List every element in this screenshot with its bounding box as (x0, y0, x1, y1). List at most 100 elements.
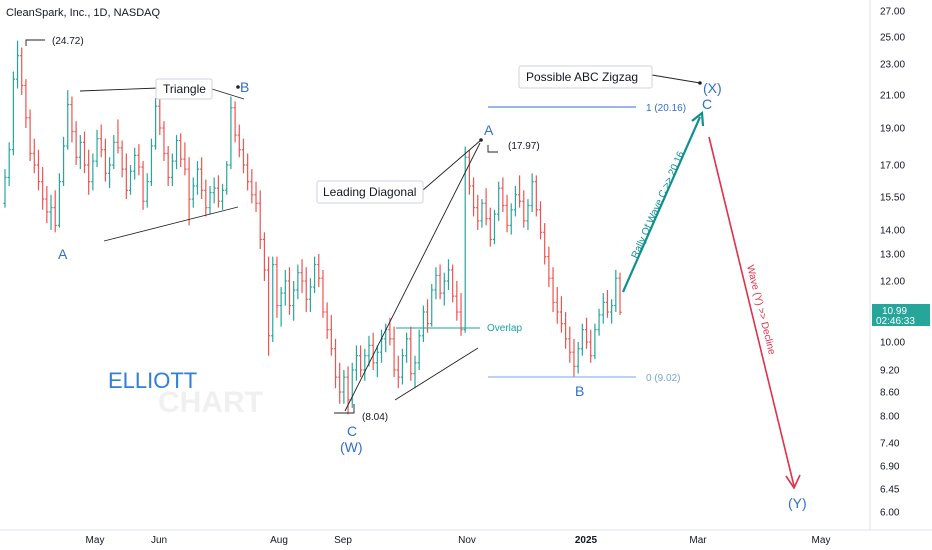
ohlc-bar (459, 293, 463, 336)
ohlc-bar (300, 259, 304, 294)
ohlc-bar (237, 124, 241, 158)
ohlc-bar (36, 149, 41, 191)
ohlc-bar (78, 135, 82, 170)
ohlc-bar (584, 317, 589, 349)
ohlc-bar (375, 345, 379, 378)
leading-diagonal-box[interactable] (316, 180, 424, 204)
ohlc-bar (534, 175, 538, 217)
ohlc-bar (61, 136, 66, 187)
ohlc-bar (564, 312, 568, 349)
leading-diagonal-pointer (422, 139, 482, 191)
ohlc-bar (32, 138, 36, 174)
rally-arrow (621, 110, 705, 293)
ohlc-bar (618, 272, 622, 315)
wave-label-x: (X) (703, 80, 722, 96)
high-price-label: (24.72) (52, 36, 84, 47)
price-tick-label: 6.90 (880, 462, 900, 473)
price-tick-label: 6.00 (880, 508, 900, 519)
ohlc-bar (271, 256, 275, 342)
price-tick-label: 17.00 (880, 161, 905, 172)
triangle-box[interactable] (155, 78, 213, 100)
ohlc-bar (15, 40, 20, 89)
decline-arrow (708, 136, 801, 490)
ohlc-bar (551, 267, 555, 312)
overlap-label: Overlap (487, 323, 522, 334)
ohlc-bar (179, 133, 183, 168)
price-tick-label: 21.00 (880, 91, 905, 102)
ohlc-bar (287, 267, 292, 315)
ohlc-bar (580, 323, 584, 356)
ohlc-bar (41, 167, 45, 210)
zigzag-box[interactable] (518, 65, 653, 89)
ohlc-bar (241, 138, 246, 174)
ohlc-bar (49, 194, 53, 230)
ohlc-bar (526, 199, 530, 230)
watermark-chart: CHART (158, 386, 263, 419)
ohlc-bar (45, 186, 49, 224)
ohlc-bar (162, 121, 166, 162)
time-tick-label: Nov (458, 535, 476, 546)
ohlc-bar (333, 338, 338, 389)
ohlc-bar (296, 264, 300, 300)
ohlc-bar (396, 355, 400, 389)
chart-title: CleanSpark, Inc., 1D, NASDAQ (6, 7, 161, 19)
price-tick-label: 27.00 (880, 7, 905, 18)
ohlc-bar (3, 169, 7, 208)
ohlc-bar (547, 246, 551, 287)
ohlc-bar (254, 181, 258, 212)
time-tick-label: Sep (334, 535, 352, 546)
ohlc-bar (400, 348, 405, 385)
time-tick-label: May (86, 535, 105, 546)
ohlc-bar (589, 329, 593, 363)
ohlc-bar (107, 157, 112, 189)
ohlc-bar (220, 183, 225, 210)
time-tick-label: Mar (689, 535, 707, 546)
ohlc-bar (421, 305, 425, 342)
ohlc-bar (82, 131, 87, 174)
ohlc-bar (141, 161, 145, 210)
ohlc-bar (24, 79, 28, 128)
ohlc-bar (568, 326, 572, 363)
ohlc-bar (392, 326, 396, 378)
ohlc-bar (258, 190, 262, 250)
triangle-dot (236, 85, 240, 89)
fib-level-0-label: 0 (9.02) (646, 373, 680, 384)
price-tick-label: 15.50 (880, 193, 905, 204)
ohlc-bar (292, 281, 296, 321)
ohlc-bar (480, 199, 484, 228)
ohlc-bar (233, 101, 237, 143)
time-scale[interactable]: May Jun Aug Sep Nov 2025 Mar May (86, 535, 831, 546)
price-tick-label: 25.00 (880, 33, 905, 44)
diagonal-dot (479, 138, 483, 142)
ohlc-bar (120, 140, 124, 178)
low-price-label: (8.04) (362, 412, 388, 423)
ohlc-bar (137, 144, 141, 176)
ohlc-bar (488, 207, 492, 247)
ohlc-bar (538, 201, 543, 240)
ohlc-bar (28, 109, 32, 162)
ohlc-bar (53, 190, 57, 233)
ohlc-bar (597, 308, 601, 336)
ohlc-bar (476, 194, 480, 230)
ohlc-bar (275, 256, 279, 318)
ohlc-bar (116, 119, 120, 154)
ohlc-bar (283, 269, 287, 306)
ohlc-bar (20, 47, 24, 95)
ohlc-bar (170, 153, 174, 187)
wave-label-w: (W) (340, 439, 363, 455)
ohlc-bar (455, 281, 459, 321)
time-tick-label: 2025 (575, 535, 598, 546)
ohlc-bar (166, 145, 170, 187)
price-scale[interactable]: 27.00 25.00 23.00 21.00 19.00 17.00 15.50 14.00… (880, 7, 905, 519)
ohlc-bar (497, 181, 501, 221)
ohlc-bar (317, 254, 321, 287)
ohlc-bar (204, 179, 208, 217)
ohlc-bar (367, 335, 371, 367)
ohlc-bar (354, 345, 359, 381)
ohlc-bar (438, 264, 442, 300)
price-tick-label: 12.00 (880, 277, 905, 288)
ohlc-bar (74, 121, 78, 165)
ohlc-bar (66, 90, 70, 150)
ohlc-bar (304, 267, 308, 312)
